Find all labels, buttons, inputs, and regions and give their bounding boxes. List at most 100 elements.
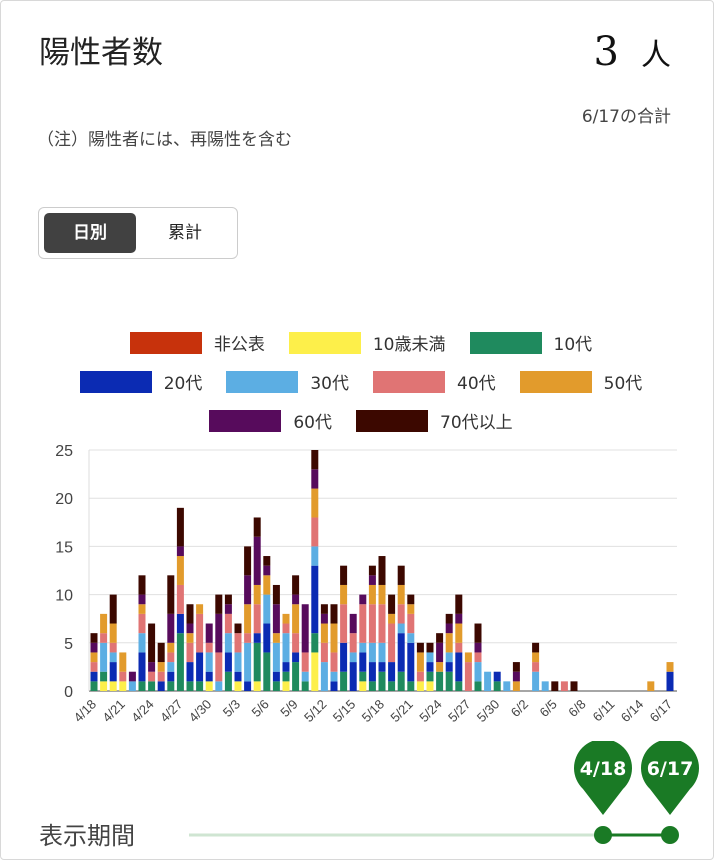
- bar-segment: [90, 662, 98, 672]
- bar-segment: [205, 671, 213, 682]
- bar-segment: [388, 681, 396, 691]
- bar-segment: [407, 613, 415, 634]
- legend-label: 20代: [163, 374, 203, 394]
- slider-start-handle[interactable]: [594, 826, 612, 844]
- bar-segment: [378, 642, 386, 663]
- bar-segment: [493, 681, 501, 691]
- bar-segment: [100, 633, 108, 643]
- legend-item[interactable]: 40代: [373, 369, 496, 394]
- period-slider[interactable]: [181, 816, 681, 856]
- legend-item[interactable]: 70代以上: [356, 408, 513, 433]
- bar-segment: [234, 671, 242, 682]
- bar-segment: [484, 671, 492, 691]
- bar-segment: [301, 604, 309, 653]
- bar-segment: [157, 681, 165, 691]
- bar-segment: [407, 681, 415, 691]
- bar-segment: [186, 642, 194, 663]
- bar-segment: [167, 652, 175, 663]
- bar-segment: [157, 662, 165, 672]
- x-tick-label: 4/24: [128, 697, 157, 726]
- bar-segment: [416, 652, 424, 672]
- bar-segment: [234, 633, 242, 653]
- bar-segment: [167, 671, 175, 682]
- bar-segment: [426, 652, 434, 663]
- bar-segment: [455, 623, 463, 643]
- bar-segment: [330, 671, 338, 682]
- legend-item[interactable]: 10代: [469, 330, 593, 355]
- bar-segment: [455, 681, 463, 691]
- start-date-marker[interactable]: 4/18: [573, 739, 633, 817]
- x-tick-label: 4/30: [186, 697, 215, 726]
- bar-segment: [455, 613, 463, 624]
- cumulative-button[interactable]: 累計: [168, 223, 202, 243]
- bar-segment: [263, 623, 271, 653]
- bar-segment: [138, 681, 146, 691]
- bar-segment: [148, 623, 156, 663]
- legend-swatch: [373, 370, 445, 393]
- bar-segment: [397, 604, 405, 624]
- bar-segment: [349, 652, 357, 663]
- bar-segment: [455, 642, 463, 653]
- daily-button[interactable]: 日別: [44, 213, 136, 253]
- bar-segment: [359, 681, 367, 691]
- legend-row: 非公表 10歳未満 10代: [1, 323, 720, 362]
- bar-segment: [282, 662, 290, 672]
- bar-segment: [148, 662, 156, 672]
- bar-segment: [359, 594, 367, 605]
- bar-segment: [397, 584, 405, 605]
- bar-segment: [474, 652, 482, 663]
- bar-segment: [186, 662, 194, 682]
- bar-segment: [253, 517, 261, 537]
- start-date-label: 4/18: [579, 758, 627, 780]
- bar-segment: [263, 652, 271, 691]
- x-tick-label: 5/27: [445, 697, 474, 726]
- bar-segment: [368, 642, 376, 663]
- legend-item[interactable]: 30代: [226, 369, 349, 394]
- bar-segment: [311, 546, 319, 566]
- bar-segment: [292, 633, 300, 653]
- bar-segment: [407, 633, 415, 643]
- legend-swatch: [129, 331, 202, 354]
- bar-segment: [445, 652, 453, 663]
- legend-item[interactable]: 非公表: [129, 330, 265, 355]
- bar-segment: [167, 575, 175, 614]
- total-value: 3: [593, 29, 619, 75]
- legend-item[interactable]: 10歳未満: [288, 330, 446, 355]
- bar-segment: [157, 671, 165, 682]
- legend-item[interactable]: 60代: [209, 408, 332, 433]
- bar-segment: [311, 565, 319, 634]
- bar-segment: [416, 642, 424, 653]
- bar-segment: [512, 671, 520, 682]
- bar-segment: [282, 671, 290, 682]
- end-date-marker[interactable]: 6/17: [640, 739, 700, 817]
- bar-segment: [176, 546, 184, 557]
- bar-segment: [186, 604, 194, 624]
- bar-segment: [311, 633, 319, 653]
- bar-segment: [570, 681, 578, 691]
- legend-label: 40代: [457, 374, 496, 394]
- total-date: 6/17の合計: [581, 107, 671, 127]
- bar-segment: [311, 652, 319, 691]
- bar-segment: [474, 662, 482, 682]
- legend-item[interactable]: 20代: [79, 369, 203, 394]
- legend-row: 20代 30代 40代 50代: [1, 362, 720, 401]
- bar-segment: [436, 662, 444, 672]
- legend-item[interactable]: 50代: [519, 369, 642, 394]
- bar-segment: [647, 681, 655, 691]
- slider-end-handle[interactable]: [661, 826, 679, 844]
- legend-label: 10代: [553, 335, 593, 355]
- period-label: 表示期間: [39, 822, 135, 850]
- bar-segment: [311, 517, 319, 547]
- bar-segment: [455, 652, 463, 682]
- bar-segment: [253, 633, 261, 643]
- bar-segment: [109, 594, 117, 624]
- bar-segment: [272, 671, 280, 682]
- bar-segment: [253, 681, 261, 691]
- bar-segment: [320, 613, 328, 624]
- bar-segment: [388, 594, 396, 614]
- bar-segment: [368, 662, 376, 682]
- bar-segment: [90, 671, 98, 682]
- bar-segment: [359, 642, 367, 653]
- bar-segment: [551, 681, 559, 691]
